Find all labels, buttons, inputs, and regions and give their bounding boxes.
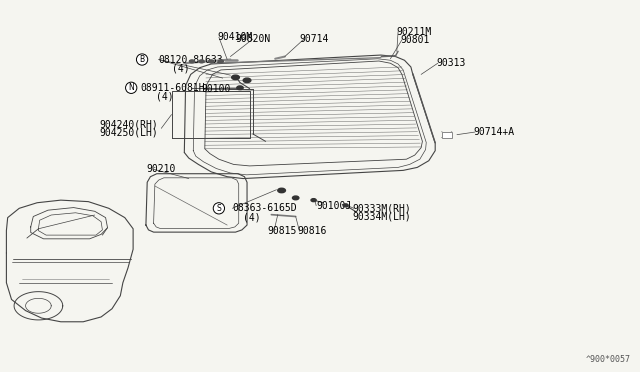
Text: 90333M(RH): 90333M(RH) [353,203,412,213]
Text: 08120-81633: 08120-81633 [159,55,223,64]
Circle shape [343,204,348,207]
Text: (4): (4) [172,64,189,73]
Text: 90820N: 90820N [236,34,271,44]
Circle shape [243,78,251,83]
Circle shape [199,60,204,63]
Text: 90801: 90801 [401,35,430,45]
Text: 90334M(LH): 90334M(LH) [353,212,412,221]
Circle shape [292,196,299,200]
Text: 08363-6165D: 08363-6165D [232,203,297,213]
Text: 90815: 90815 [267,227,296,236]
Text: 08911-6081H: 08911-6081H [141,83,205,93]
Circle shape [278,188,285,193]
Circle shape [209,60,214,63]
Text: 90816: 90816 [297,227,326,236]
Text: N: N [129,83,134,92]
Text: 90410M: 90410M [218,32,253,42]
Circle shape [311,199,316,202]
Text: 90210: 90210 [146,164,175,174]
Text: 90211M: 90211M [397,27,432,36]
Circle shape [189,60,195,63]
Text: 90714: 90714 [300,34,329,44]
Text: B: B [140,55,145,64]
Circle shape [232,75,239,80]
FancyBboxPatch shape [442,132,452,138]
Text: 90714+A: 90714+A [474,127,515,137]
Text: 904250(LH): 904250(LH) [99,127,158,137]
Text: 90100J: 90100J [316,201,351,211]
Text: (4): (4) [156,92,173,102]
Text: ^900*0057: ^900*0057 [586,355,630,364]
Circle shape [218,60,223,63]
Text: 90313: 90313 [436,58,466,68]
Text: (4): (4) [243,212,261,222]
Text: 90100: 90100 [202,84,231,93]
Circle shape [237,86,243,90]
Text: 904240(RH): 904240(RH) [99,120,158,129]
Text: S: S [216,204,221,213]
